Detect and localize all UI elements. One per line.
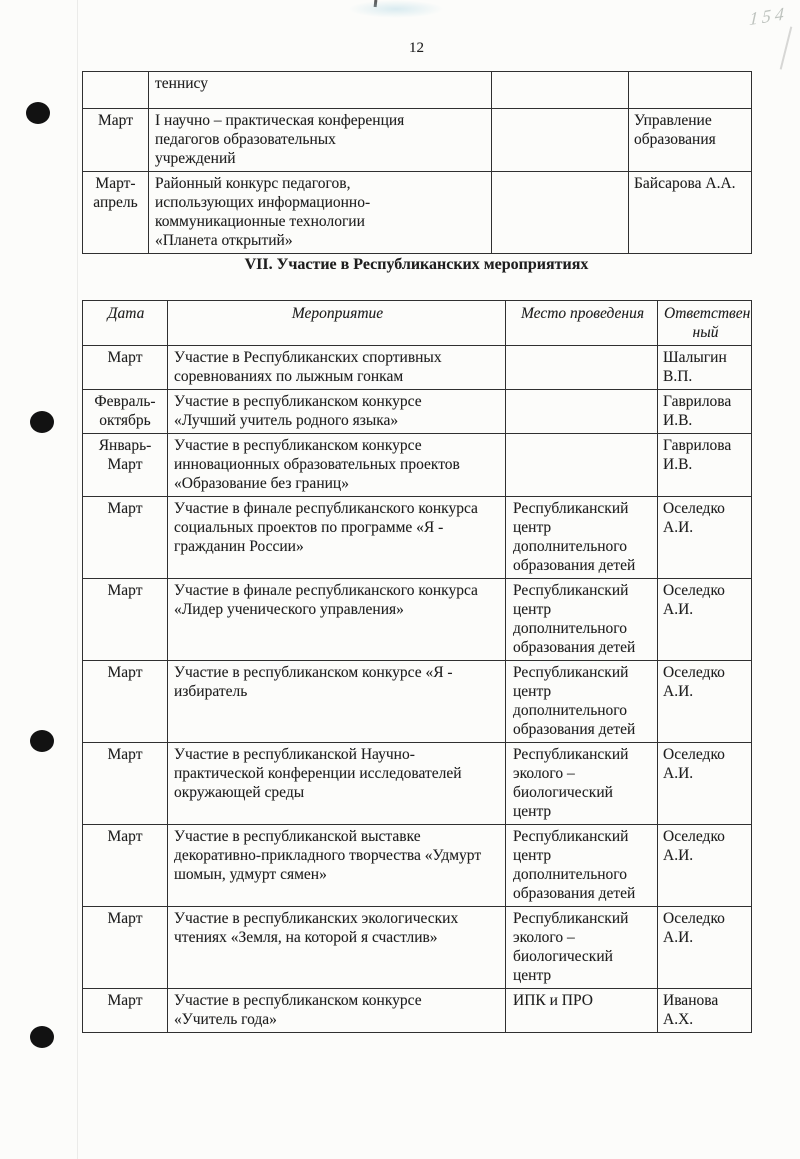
cell-event: Участие в республиканском конкурсе «Учит…	[167, 988, 506, 1033]
page-corner-shadow	[779, 26, 792, 70]
cell-place	[491, 108, 629, 172]
cell-responsible: Оселедко А.И.	[657, 660, 752, 743]
table-row: Март- апрель Районный конкурс педагогов,…	[82, 171, 752, 254]
header-date: Дата	[82, 300, 168, 346]
hole-punch-dot	[30, 730, 54, 752]
section-heading: VII. Участие в Республиканских мероприят…	[244, 256, 589, 273]
cell-place: Республиканский центр дополнительного об…	[505, 496, 658, 579]
table-row: Март Участие в республиканских экологиче…	[82, 906, 752, 989]
cell-event: I научно – практическая конференция педа…	[148, 108, 492, 172]
table-row: Март Участие в финале республиканского к…	[82, 578, 752, 661]
table-row: Март Участие в республиканской Научно- п…	[82, 742, 752, 825]
table-header-row: Дата Мероприятие Место проведения Ответс…	[82, 300, 752, 346]
cell-place	[505, 433, 658, 497]
cell-event: Районный конкурс педагогов, использующих…	[148, 171, 492, 254]
table-row: Март Участие в республиканском конкурсе …	[82, 988, 752, 1033]
main-table: Дата Мероприятие Место проведения Ответс…	[82, 300, 752, 1033]
cell-responsible: Гаврилова И.В.	[657, 389, 752, 434]
cell-place	[505, 345, 658, 390]
cell-event: Участие в республиканских экологических …	[167, 906, 506, 989]
table-row: Январь- Март Участие в республиканском к…	[82, 433, 752, 497]
cell-date: Март	[82, 824, 168, 907]
cell-date: Январь- Март	[82, 433, 168, 497]
table-row: Март Участие в Республиканских спортивны…	[82, 345, 752, 390]
cell-responsible: Оселедко А.И.	[657, 496, 752, 579]
header-event: Мероприятие	[167, 300, 506, 346]
cell-place: ИПК и ПРО	[505, 988, 658, 1033]
cell-date: Март	[82, 578, 168, 661]
cell-responsible: Шалыгин В.П.	[657, 345, 752, 390]
cell-place: Республиканский центр дополнительного об…	[505, 824, 658, 907]
cell-place	[505, 389, 658, 434]
cell-responsible: Байсарова А.А.	[628, 171, 752, 254]
handwritten-page-mark: 154	[748, 2, 789, 30]
cell-event: Участие в республиканском конкурсе иннов…	[167, 433, 506, 497]
cell-event: Участие в республиканской Научно- практи…	[167, 742, 506, 825]
cell-event: Участие в финале республиканского конкур…	[167, 578, 506, 661]
cell-responsible: Оселедко А.И.	[657, 578, 752, 661]
table-row: Март Участие в республиканской выставке …	[82, 824, 752, 907]
cell-event: Участие в республиканском конкурсе «Я - …	[167, 660, 506, 743]
cell-responsible: Оселедко А.И.	[657, 824, 752, 907]
cell-date: Март	[82, 742, 168, 825]
cell-date: Март	[82, 988, 168, 1033]
cell-date: Март	[82, 660, 168, 743]
hole-punch-dot	[26, 102, 50, 124]
table-row: Март Участие в республиканском конкурсе …	[82, 660, 752, 743]
page-number: 12	[409, 40, 424, 56]
scan-edge-line	[77, 0, 78, 1159]
cell-date	[82, 71, 149, 109]
cell-date: Март- апрель	[82, 171, 149, 254]
cell-place: Республиканский центр дополнительного об…	[505, 660, 658, 743]
cell-date: Март	[82, 345, 168, 390]
cell-responsible	[628, 71, 752, 109]
cell-responsible: Оселедко А.И.	[657, 906, 752, 989]
cell-place: Республиканский эколого – биологический …	[505, 742, 658, 825]
cell-place	[491, 171, 629, 254]
header-responsible: Ответствен ный	[657, 300, 752, 346]
cell-responsible: Управление образования	[628, 108, 752, 172]
cell-responsible: Иванова А.Х.	[657, 988, 752, 1033]
cell-place: Республиканский центр дополнительного об…	[505, 578, 658, 661]
cell-event: Участие в Республиканских спортивных сор…	[167, 345, 506, 390]
cell-date: Февраль- октябрь	[82, 389, 168, 434]
cell-responsible: Гаврилова И.В.	[657, 433, 752, 497]
cell-event: Участие в республиканской выставке декор…	[167, 824, 506, 907]
table-row: Март Участие в финале республиканского к…	[82, 496, 752, 579]
cell-date: Март	[82, 496, 168, 579]
cell-event: Участие в республиканском конкурсе «Лучш…	[167, 389, 506, 434]
top-table: теннису Март I научно – практическая кон…	[82, 71, 752, 254]
table-row: Февраль- октябрь Участие в республиканск…	[82, 389, 752, 434]
cell-date: Март	[82, 108, 149, 172]
hole-punch-dot	[30, 411, 54, 433]
cell-place	[491, 71, 629, 109]
cell-place: Республиканский эколого – биологический …	[505, 906, 658, 989]
cell-event: Участие в финале республиканского конкур…	[167, 496, 506, 579]
scan-smudge	[348, 0, 444, 18]
hole-punch-dot	[30, 1026, 54, 1048]
table-row: теннису	[82, 71, 752, 109]
table-row: Март I научно – практическая конференция…	[82, 108, 752, 172]
cell-responsible: Оселедко А.И.	[657, 742, 752, 825]
cell-date: Март	[82, 906, 168, 989]
cell-event: теннису	[148, 71, 492, 109]
header-place: Место проведения	[505, 300, 658, 346]
